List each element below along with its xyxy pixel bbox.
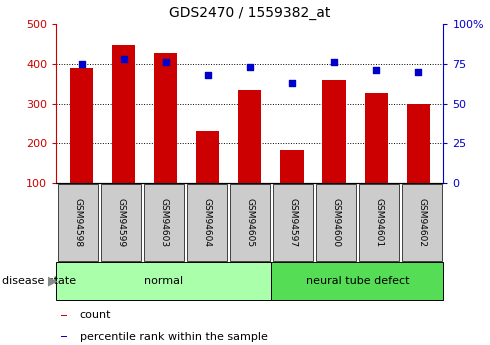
Bar	[187, 185, 227, 260]
Point	[288, 80, 296, 86]
Point	[246, 64, 254, 70]
Text: GSM94598: GSM94598	[74, 198, 82, 247]
Bar	[61, 315, 68, 316]
Bar	[280, 150, 303, 183]
Text: GSM94603: GSM94603	[159, 198, 169, 247]
Text: disease state: disease state	[2, 276, 76, 286]
Text: ▶: ▶	[48, 275, 58, 288]
Bar	[365, 93, 388, 183]
Text: GSM94599: GSM94599	[116, 198, 125, 247]
Bar	[271, 262, 443, 300]
Point	[414, 69, 422, 75]
Point	[120, 56, 127, 62]
Point	[162, 59, 170, 65]
Bar	[112, 45, 135, 183]
Text: count: count	[80, 310, 111, 321]
Bar	[70, 68, 93, 183]
Bar	[144, 185, 184, 260]
Bar	[196, 131, 220, 183]
Text: GSM94597: GSM94597	[289, 198, 297, 247]
Bar	[56, 262, 271, 300]
Point	[372, 67, 380, 73]
Text: GSM94600: GSM94600	[331, 198, 341, 247]
Bar	[58, 185, 98, 260]
Bar	[230, 185, 270, 260]
Bar	[61, 336, 68, 337]
Bar	[154, 53, 177, 183]
Text: GSM94604: GSM94604	[202, 198, 211, 247]
Text: GSM94602: GSM94602	[417, 198, 426, 247]
Bar	[407, 104, 430, 183]
Bar	[316, 185, 356, 260]
Point	[204, 72, 212, 78]
Bar	[402, 185, 442, 260]
Bar	[359, 185, 399, 260]
Bar	[100, 185, 141, 260]
Bar	[273, 185, 313, 260]
Point	[78, 61, 86, 67]
Text: GSM94605: GSM94605	[245, 198, 254, 247]
Title: GDS2470 / 1559382_at: GDS2470 / 1559382_at	[169, 6, 331, 20]
Bar	[322, 80, 345, 183]
Text: normal: normal	[145, 276, 183, 286]
Text: GSM94601: GSM94601	[374, 198, 384, 247]
Text: neural tube defect: neural tube defect	[306, 276, 409, 286]
Point	[330, 59, 338, 65]
Text: percentile rank within the sample: percentile rank within the sample	[80, 332, 268, 342]
Bar	[238, 90, 262, 183]
